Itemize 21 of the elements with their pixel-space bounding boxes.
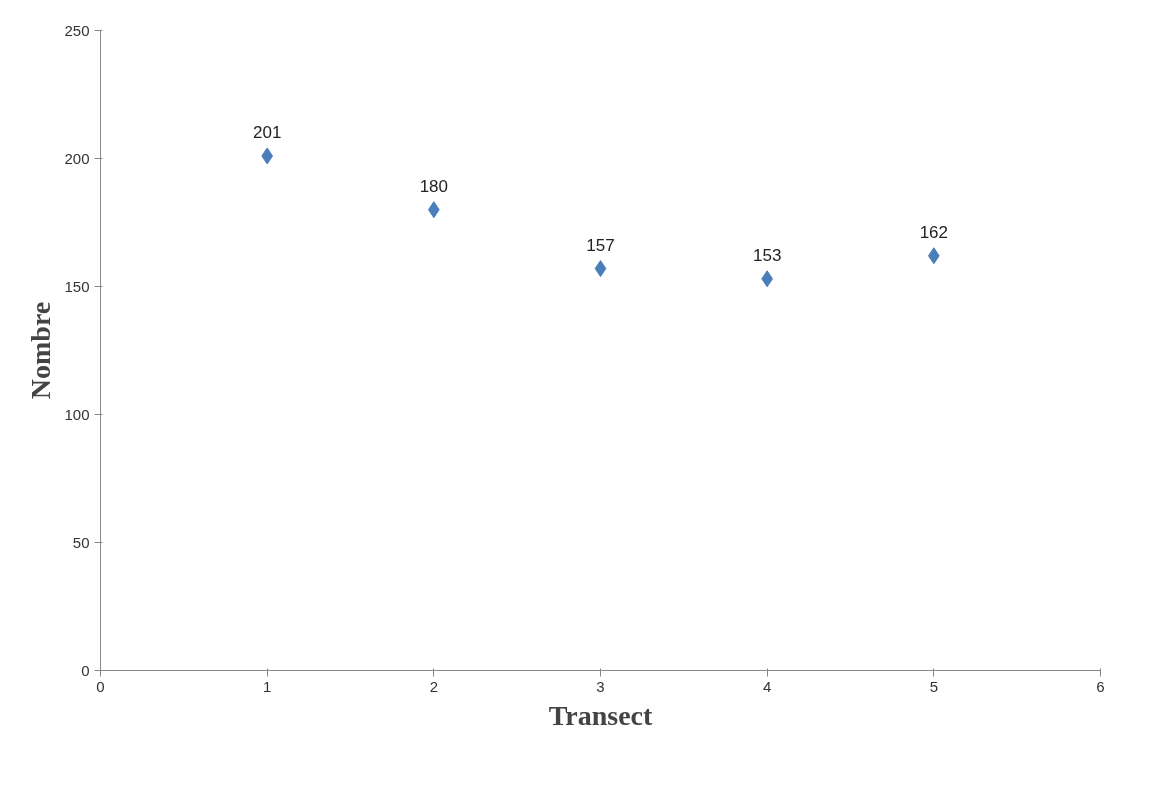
y-tick-label: 250 [64, 21, 90, 39]
x-tick-label: 1 [263, 677, 272, 695]
y-axis-title: Nombre [25, 301, 57, 400]
y-tick-label: 0 [81, 661, 90, 679]
y-tick-label: 50 [72, 533, 90, 551]
y-tick-label: 200 [64, 149, 90, 167]
x-axis-title: Transect [548, 699, 654, 731]
data-label: 162 [919, 222, 949, 242]
data-label: 157 [586, 235, 615, 255]
x-tick-label: 4 [763, 677, 772, 695]
x-tick-label: 0 [96, 677, 105, 695]
data-label: 180 [419, 176, 449, 196]
data-label: 153 [752, 245, 782, 265]
x-tick-label: 5 [929, 677, 939, 695]
y-tick-label: 150 [64, 277, 90, 295]
data-label: 201 [252, 122, 282, 142]
point [594, 260, 607, 278]
x-tick-label: 6 [1096, 677, 1105, 695]
x-tick-label: 3 [596, 677, 605, 695]
y-tick-label: 100 [64, 405, 90, 423]
x-tick-label: 2 [429, 677, 439, 695]
